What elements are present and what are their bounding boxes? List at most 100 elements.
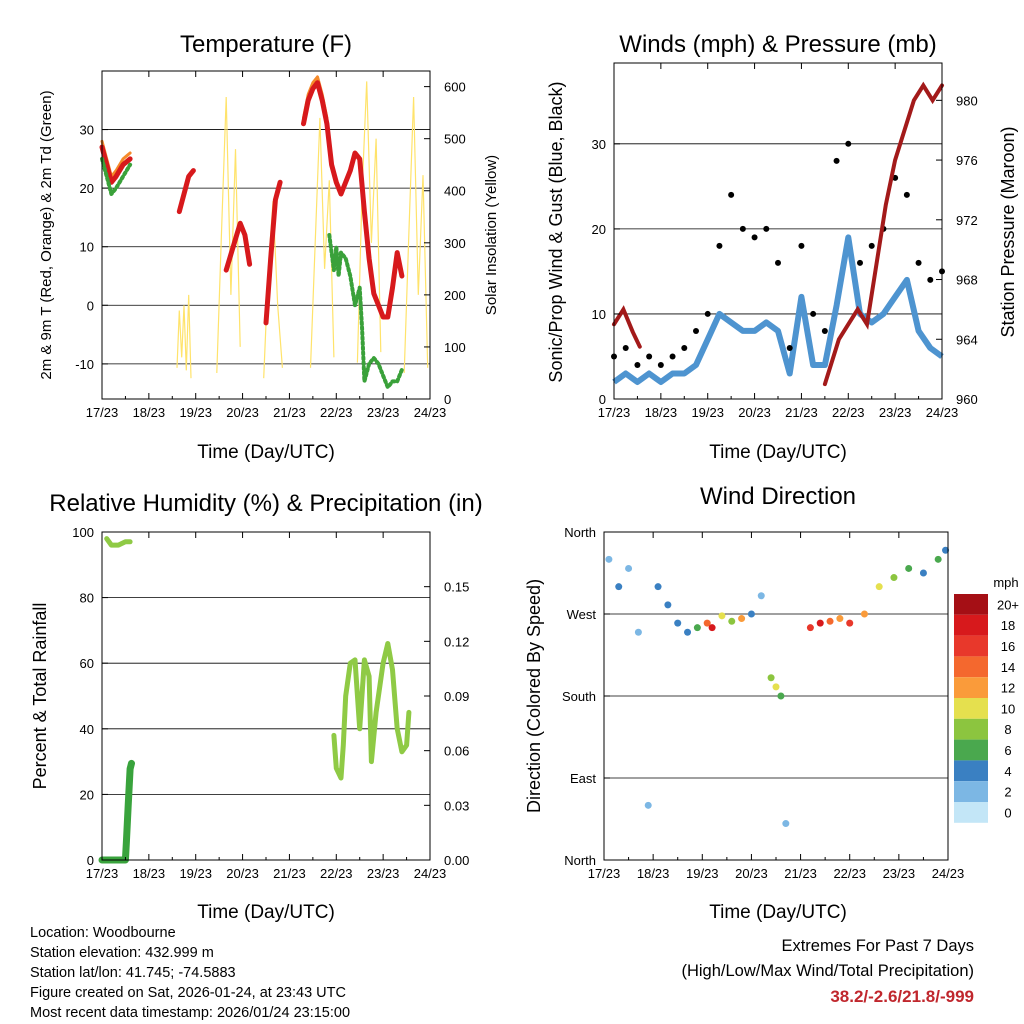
wind-gust-point-15 — [786, 344, 793, 351]
rh-ltick-label-2: 60 — [80, 656, 94, 671]
legend-swatch-9 — [954, 781, 988, 802]
wind-xtick-label-3: 20/23 — [738, 405, 771, 420]
dir-xtick-label-5: 22/23 — [833, 866, 866, 881]
figure-created: Figure created on Sat, 2026-01-24, at 23… — [30, 985, 346, 1001]
wind-xtick-label-7: 24/23 — [926, 405, 959, 420]
legend-title: mph — [993, 575, 1018, 590]
direction-point-31 — [934, 555, 942, 563]
direction-point-13 — [728, 617, 736, 625]
wind-xtick-label-2: 19/23 — [691, 405, 724, 420]
legend-swatch-0 — [954, 594, 988, 615]
legend-swatch-8 — [954, 760, 988, 782]
temperature-ylabel-right: Solar Insolation (Yellow) — [483, 155, 500, 315]
wind-rtick-label-5: 960 — [956, 392, 978, 407]
legend-swatch-6 — [954, 718, 988, 740]
rh-precip-title: Relative Humidity (%) & Precipitation (i… — [49, 490, 482, 517]
direction-point-16 — [757, 592, 765, 600]
pressure-line-b — [822, 81, 944, 387]
wind-gust-point-16 — [798, 242, 805, 249]
direction-point-2 — [625, 564, 633, 572]
temp-series-0-segment-2 — [223, 220, 253, 273]
dir-ltick-label-2: South — [562, 689, 596, 704]
dir-xtick-label-3: 20/23 — [735, 866, 768, 881]
extremes-subheading: (High/Low/Max Wind/Total Precipitation) — [681, 962, 974, 980]
solar-segment-1 — [216, 96, 241, 374]
wind-speed-line — [612, 234, 944, 385]
wind-rtick-label-3: 968 — [956, 273, 978, 288]
station-latlon: Station lat/lon: 41.745; -74.5883 — [30, 965, 236, 981]
rh-rtick-label-4: 0.03 — [444, 798, 469, 813]
legend-label-3: 14 — [1001, 660, 1015, 675]
direction-point-21 — [806, 624, 814, 632]
dir-xtick-label-1: 18/23 — [637, 866, 670, 881]
temp-series-2-segment-0 — [100, 156, 133, 196]
direction-point-30 — [919, 569, 927, 577]
temp-rtick-label-2: 400 — [444, 184, 466, 199]
dir-xtick-label-2: 19/23 — [686, 866, 719, 881]
station-info: Location: Woodbourne Station elevation: … — [30, 923, 350, 1023]
direction-point-8 — [684, 628, 692, 636]
rh-precip-series — [98, 536, 412, 864]
temp-xtick-label-5: 22/23 — [320, 405, 353, 420]
dir-ltick-label-0: North — [564, 525, 596, 540]
wind-xtick-label-1: 18/23 — [645, 405, 678, 420]
direction-xlabel: Time (Day/UTC) — [709, 902, 847, 923]
wind-ltick-label-2: 10 — [592, 307, 606, 322]
direction-gridlines — [604, 613, 948, 779]
rh-xlabel: Time (Day/UTC) — [197, 902, 335, 923]
direction-point-18 — [772, 683, 780, 691]
temp-series-2-segment-1 — [327, 233, 404, 390]
solar-segment-4 — [356, 81, 382, 363]
temp-ltick-label-3: 0 — [87, 298, 94, 313]
wind-gust-point-26 — [915, 259, 922, 266]
legend-label-9: 2 — [1004, 785, 1011, 800]
pressure-line-a — [612, 305, 642, 349]
direction-point-14 — [738, 615, 746, 623]
direction-point-29 — [905, 564, 913, 572]
wind-ltick-label-3: 0 — [599, 392, 606, 407]
direction-left-ticks: North West South East North — [562, 525, 610, 868]
wind-gust-point-17 — [810, 310, 817, 317]
rh-xtick-label-6: 23/23 — [367, 866, 400, 881]
direction-point-12 — [718, 612, 726, 620]
wind-direction-title: Wind Direction — [700, 483, 856, 510]
direction-point-24 — [836, 615, 844, 623]
direction-point-27 — [875, 583, 883, 591]
temp-xtick-label-4: 21/23 — [273, 405, 306, 420]
temperature-right-ticks: 600 500 400 300 200 100 0 — [424, 80, 466, 407]
wind-x-ticks: 17/23 18/23 19/23 20/23 21/23 22/23 23/23 24/23 — [598, 63, 959, 420]
rh-rtick-label-3: 0.06 — [444, 744, 469, 759]
temp-xtick-label-0: 17/23 — [86, 405, 119, 420]
legend-swatch-5 — [954, 698, 988, 719]
solar-segment-0 — [176, 294, 192, 379]
temp-xtick-label-6: 23/23 — [367, 405, 400, 420]
dir-ltick-label-1: West — [567, 607, 597, 622]
wind-gust-point-20 — [845, 140, 852, 147]
wind-rtick-label-1: 976 — [956, 153, 978, 168]
rh-xtick-label-7: 24/23 — [414, 866, 447, 881]
wind-ylabel-left: Sonic/Prop Wind & Gust (Blue, Black) — [546, 81, 566, 382]
wind-xlabel: Time (Day/UTC) — [709, 442, 847, 463]
direction-point-7 — [674, 619, 682, 627]
solar-insolation-series — [176, 81, 429, 379]
temperature-gridlines — [102, 129, 430, 365]
extremes-block: Extremes For Past 7 Days (High/Low/Max W… — [681, 934, 974, 1009]
temp-series-0-segment-4 — [301, 80, 405, 320]
wind-gust-point-27 — [927, 276, 934, 283]
wind-gust-point-5 — [669, 353, 676, 360]
wind-series — [611, 81, 945, 387]
temp-rtick-label-1: 500 — [444, 132, 466, 147]
wind-xtick-label-6: 23/23 — [879, 405, 912, 420]
temp-ltick-label-0: 30 — [80, 123, 94, 138]
wind-xtick-label-5: 22/23 — [832, 405, 865, 420]
wind-gust-point-13 — [763, 225, 770, 232]
dir-xtick-label-0: 17/23 — [588, 866, 621, 881]
wind-gust-point-7 — [693, 327, 699, 334]
wind-gust-point-18 — [821, 327, 828, 334]
temp-rtick-label-6: 0 — [444, 392, 451, 407]
dir-xtick-label-4: 21/23 — [784, 866, 817, 881]
temperature-left-ticks: 30 20 10 0 -10 — [75, 123, 108, 372]
rh-x-ticks: 17/23 18/23 19/23 20/23 21/23 22/23 23/23 24/23 — [86, 532, 447, 881]
rh-xtick-label-0: 17/23 — [86, 866, 119, 881]
direction-point-20 — [782, 820, 790, 828]
